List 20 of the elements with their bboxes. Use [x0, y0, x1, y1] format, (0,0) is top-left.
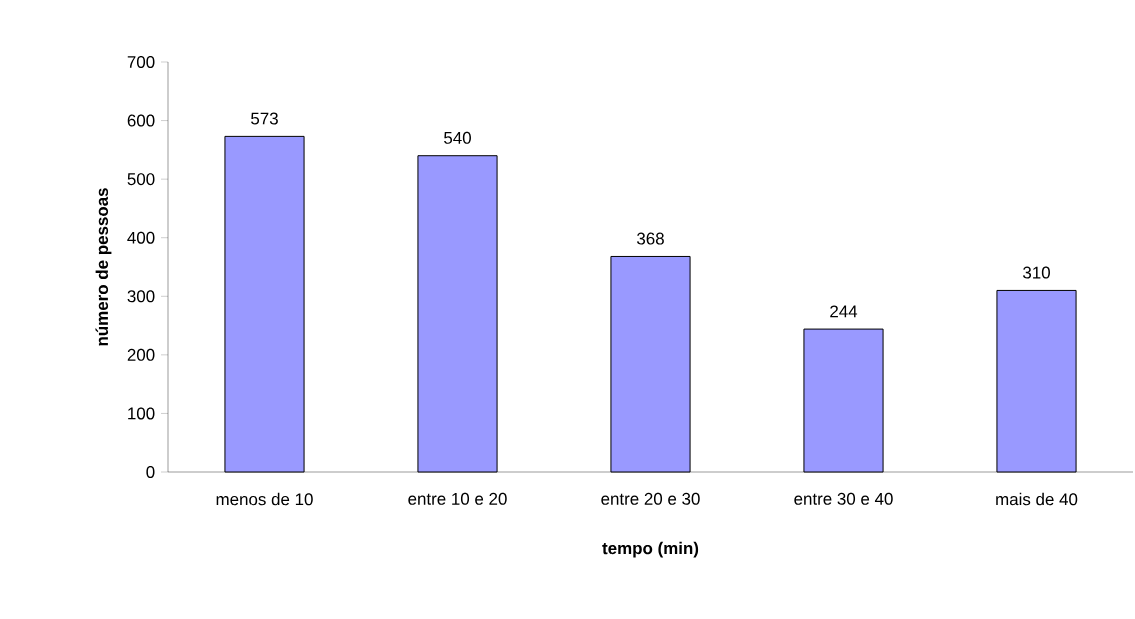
x-tick-label: mais de 40	[996, 492, 1078, 506]
y-tick-label: 500	[127, 173, 155, 186]
data-label: 540	[444, 131, 471, 144]
y-tick-label: 400	[127, 231, 155, 244]
data-label: 368	[637, 232, 664, 245]
x-tick-label: entre 20 e 30	[601, 492, 700, 505]
x-tick-label: menos de 10	[216, 492, 313, 506]
y-tick-label: 0	[146, 466, 155, 478]
x-tick-label: entre 10 e 20	[408, 492, 507, 505]
y-axis-title: número de pessoas	[95, 188, 112, 346]
data-label: 310	[1023, 266, 1050, 279]
y-tick-label: 300	[127, 290, 155, 303]
y-tick-label: 700	[127, 56, 155, 68]
y-tick-label: 600	[127, 114, 155, 127]
y-tick-label: 100	[128, 407, 155, 420]
data-label: 244	[830, 305, 858, 318]
y-tick-label: 200	[127, 348, 155, 361]
data-label: 573	[251, 112, 278, 125]
x-tick-label: entre 30 e 40	[794, 492, 893, 505]
x-axis-title: tempo (min)	[602, 541, 699, 558]
